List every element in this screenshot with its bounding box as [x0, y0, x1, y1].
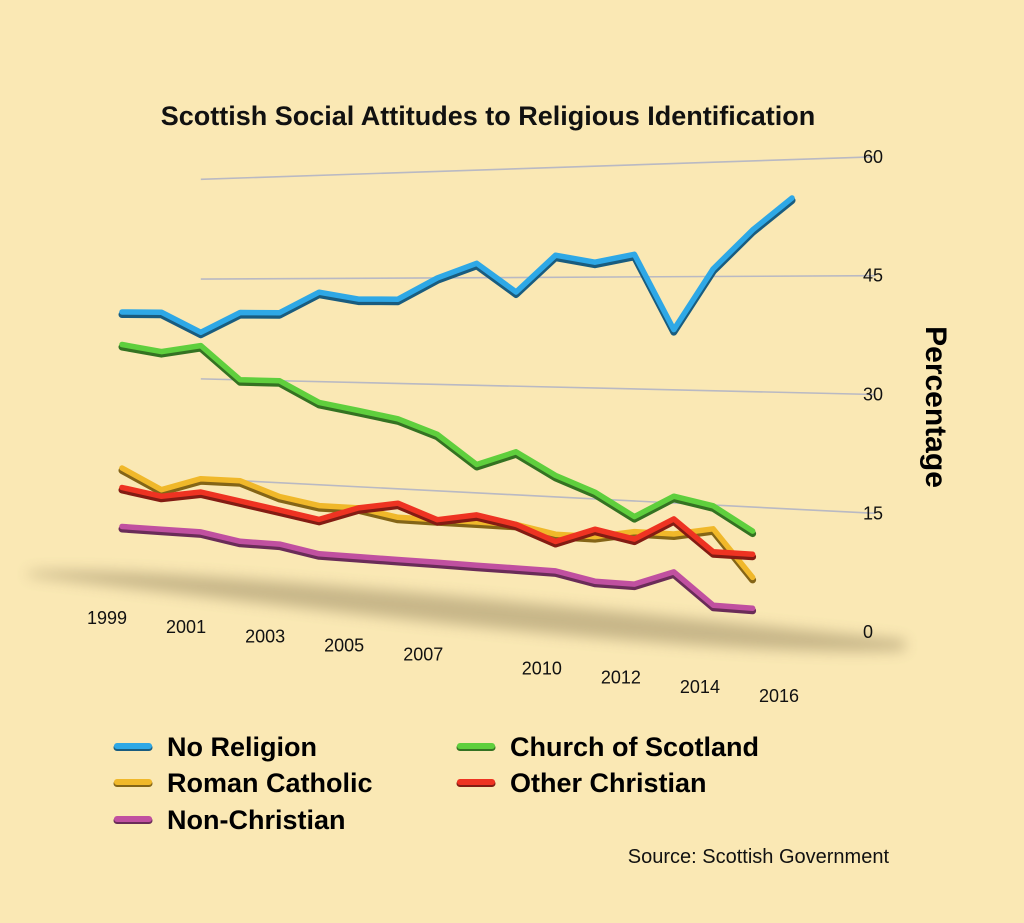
x-tick-labels: 1999 2001 2003 2005 2007 2010 2012 2014 2016 [87, 608, 799, 706]
x-tick-2014: 2014 [680, 677, 720, 697]
legend-label: No Religion [167, 732, 317, 762]
legend-label: Church of Scotland [510, 732, 759, 762]
y-tick-60: 60 [863, 147, 883, 167]
chart-title: Scottish Social Attitudes to Religious I… [161, 101, 816, 131]
y-tick-labels: 0 15 30 45 60 [863, 147, 883, 642]
x-tick-2007: 2007 [403, 645, 443, 665]
gridline-60 [200, 156, 876, 181]
legend-item-church-of-scotland: Church of Scotland [456, 732, 759, 762]
legend-label: Non-Christian [167, 805, 346, 835]
series-line-shadow [118, 486, 757, 561]
legend-item-other-christian: Other Christian [456, 768, 707, 798]
x-tick-2016: 2016 [759, 686, 799, 706]
series-line-shadow [118, 197, 796, 339]
y-tick-45: 45 [863, 266, 883, 286]
series-church-of-scotland [118, 341, 757, 538]
y-tick-15: 15 [863, 503, 883, 523]
y-tick-0: 0 [863, 622, 873, 642]
gridline-30 [200, 378, 876, 396]
source-note: Source: Scottish Government [628, 846, 890, 868]
legend-item-no-religion: No Religion [113, 732, 317, 762]
series-other-christian [118, 484, 757, 561]
legend: No Religion Church of Scotland Roman Catho… [113, 732, 759, 835]
x-tick-2001: 2001 [166, 617, 206, 637]
x-tick-2012: 2012 [601, 668, 641, 688]
x-tick-2010: 2010 [522, 658, 562, 678]
series-line [119, 195, 795, 336]
series-lines [118, 195, 796, 615]
series-line [119, 484, 756, 558]
legend-item-roman-catholic: Roman Catholic [113, 768, 373, 798]
x-tick-2003: 2003 [245, 626, 285, 646]
series-no-religion [118, 195, 796, 339]
x-tick-1999: 1999 [87, 608, 127, 628]
series-non-christian [118, 523, 757, 615]
gridline-15 [200, 477, 876, 515]
y-axis-label: Percentage [919, 326, 952, 488]
floor-shadow [28, 570, 905, 652]
legend-label: Other Christian [510, 768, 707, 798]
legend-label: Roman Catholic [167, 768, 373, 798]
legend-item-non-christian: Non-Christian [113, 805, 346, 835]
y-tick-30: 30 [863, 385, 883, 405]
x-tick-2005: 2005 [324, 636, 364, 656]
